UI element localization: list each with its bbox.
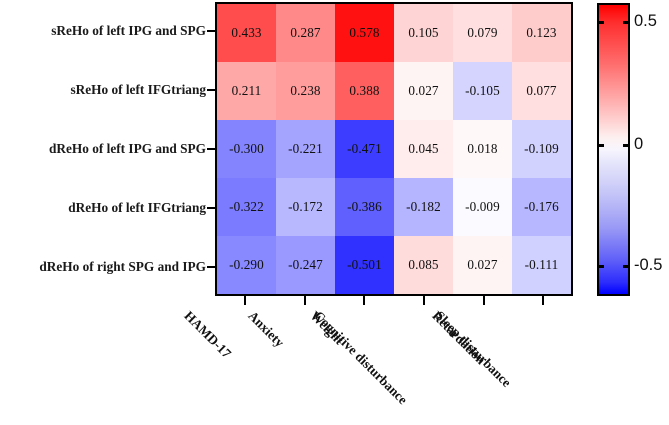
colorbar-tick-0-left xyxy=(597,21,604,24)
x-axis-label-3: Cognitive disturbance xyxy=(311,308,411,408)
heatmap-cell: 0.105 xyxy=(394,4,453,62)
y-axis-label-2: dReHo of left IPG and SPG xyxy=(49,141,206,156)
heatmap-cell: 0.433 xyxy=(217,4,276,62)
heatmap-cell: -0.322 xyxy=(217,178,276,236)
colorbar-tick-label-2: -0.5 xyxy=(634,256,663,274)
heatmap-cell: -0.111 xyxy=(512,236,571,294)
heatmap-cell: 0.079 xyxy=(453,4,512,62)
colorbar xyxy=(597,3,630,296)
x-axis-tick-4 xyxy=(483,296,486,305)
heatmap-cell: -0.009 xyxy=(453,178,512,236)
heatmap-cell: -0.501 xyxy=(335,236,394,294)
heatmap-cell: 0.211 xyxy=(217,62,276,120)
x-axis-tick-3 xyxy=(423,296,426,305)
y-axis-label-3: dReHo of left IFGtriang xyxy=(68,200,206,215)
heatmap-cell: -0.172 xyxy=(276,178,335,236)
x-axis-tick-2 xyxy=(363,296,366,305)
y-axis-tick-0 xyxy=(207,30,215,33)
y-axis-tick-3 xyxy=(207,207,215,210)
heatmap-cell: 0.238 xyxy=(276,62,335,120)
heatmap-cell: 0.388 xyxy=(335,62,394,120)
y-axis-tick-4 xyxy=(207,266,215,269)
x-axis-tick-5 xyxy=(542,296,545,305)
heatmap-cell: 0.027 xyxy=(394,62,453,120)
heatmap-cell: -0.386 xyxy=(335,178,394,236)
heatmap-cell: 0.018 xyxy=(453,120,512,178)
y-axis-tick-2 xyxy=(207,148,215,151)
x-axis-tick-1 xyxy=(304,296,307,305)
colorbar-tick-2-left xyxy=(597,265,604,268)
heatmap-cell: 0.077 xyxy=(512,62,571,120)
heatmap-cell: 0.578 xyxy=(335,4,394,62)
y-axis-label-0: sReHo of left IPG and SPG xyxy=(51,23,206,38)
colorbar-tick-0-right xyxy=(623,21,630,24)
x-axis-label-1: Anxiety xyxy=(245,308,288,350)
y-axis-label-4: dReHo of right SPG and IPG xyxy=(39,259,206,274)
heatmap-cell: -0.109 xyxy=(512,120,571,178)
x-axis-label-5: Sleep disturbance xyxy=(432,308,515,390)
y-axis-tick-1 xyxy=(207,89,215,92)
heatmap-cell: -0.300 xyxy=(217,120,276,178)
colorbar-tick-label-1: 0 xyxy=(634,135,644,153)
colorbar-tick-1-left xyxy=(597,144,604,147)
heatmap-cell: 0.085 xyxy=(394,236,453,294)
heatmap-cell: -0.176 xyxy=(512,178,571,236)
heatmap-cell: 0.287 xyxy=(276,4,335,62)
x-axis-label-0: HAMD-17 xyxy=(181,308,235,361)
heatmap-cell: -0.471 xyxy=(335,120,394,178)
heatmap-cell: -0.247 xyxy=(276,236,335,294)
colorbar-tick-label-0: 0.5 xyxy=(634,12,657,30)
heatmap-cell: 0.027 xyxy=(453,236,512,294)
heatmap-cell: -0.182 xyxy=(394,178,453,236)
heatmap-cell: -0.105 xyxy=(453,62,512,120)
heatmap-grid: 0.433 0.287 0.578 0.105 0.079 0.123 0.21… xyxy=(215,2,573,296)
colorbar-tick-2-right xyxy=(623,265,630,268)
heatmap-cell: -0.221 xyxy=(276,120,335,178)
heatmap-cell: 0.123 xyxy=(512,4,571,62)
heatmap-cell: 0.045 xyxy=(394,120,453,178)
colorbar-tick-1-right xyxy=(623,144,630,147)
y-axis-label-1: sReHo of left IFGtriang xyxy=(70,82,206,97)
heatmap-cell: -0.290 xyxy=(217,236,276,294)
x-axis-tick-0 xyxy=(244,296,247,305)
